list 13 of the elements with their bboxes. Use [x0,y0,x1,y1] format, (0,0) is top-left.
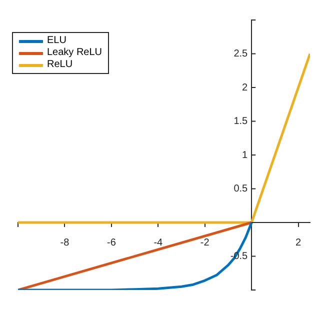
y-tick-label: 2.5 [234,48,248,60]
legend-label: ReLU [47,59,73,71]
x-tick-label: -4 [154,237,164,248]
legend-label: ELU [47,35,66,47]
x-tick-label: -6 [106,237,116,248]
y-tick-label: 1 [242,150,248,161]
x-tick-label: -2 [200,237,210,248]
x-tick-label: 2 [296,237,302,248]
x-tick-label: -8 [60,237,70,248]
legend-label: Leaky ReLU [47,47,102,59]
y-tick-label: 1.5 [234,116,248,127]
y-tick-label: 0.5 [234,184,248,194]
y-tick-label: 2 [242,82,248,94]
